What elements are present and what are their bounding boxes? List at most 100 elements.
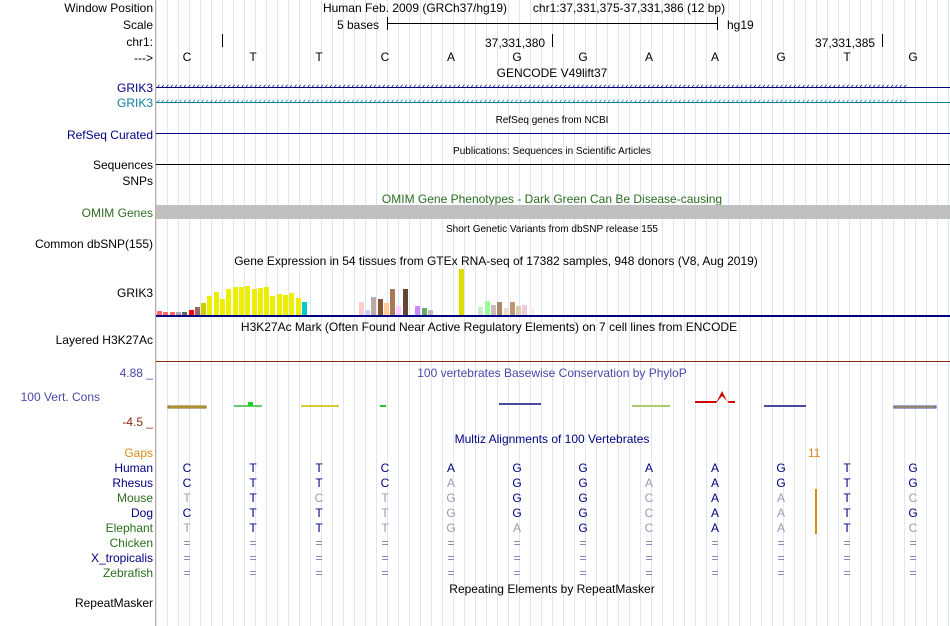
gtex-grik3-label[interactable]: GRIK3 (116, 286, 153, 300)
sequences-label[interactable]: Sequences (92, 158, 153, 172)
gtex-tissue-bar[interactable] (377, 299, 383, 315)
gtex-tissue-bar[interactable] (503, 308, 509, 315)
gtex-tissue-bar[interactable] (226, 289, 232, 315)
species-rhesus-label[interactable]: Rhesus (112, 476, 153, 490)
gencode-grik3-label-2[interactable]: GRIK3 (116, 96, 153, 110)
gtex-tissue-bar[interactable] (264, 287, 270, 315)
chr-label[interactable]: chr1: (126, 35, 153, 49)
gtex-tissue-bar[interactable] (402, 289, 408, 315)
gtex-tissue-bar[interactable] (175, 312, 181, 315)
gtex-tissue-bar[interactable] (478, 307, 484, 315)
gencode-grik3-label-1[interactable]: GRIK3 (116, 81, 153, 95)
gtex-tissue-bar[interactable] (194, 307, 200, 315)
gtex-tissue-bar[interactable] (490, 305, 496, 315)
gtex-tissue-bar[interactable] (283, 295, 288, 315)
aligned-base: A (644, 461, 653, 475)
alignment-row-chicken[interactable]: = = = = = = = = = = = = (156, 536, 950, 550)
gtex-tissue-bar[interactable] (509, 302, 515, 315)
aligned-base: = (183, 551, 191, 565)
publications-feature-line[interactable] (156, 164, 950, 165)
gtex-tissue-bar[interactable] (207, 296, 213, 315)
grid-line (409, 0, 410, 626)
gtex-tissue-bar[interactable] (232, 287, 238, 315)
species-mouse-label[interactable]: Mouse (116, 491, 153, 505)
gtex-tissue-bar[interactable] (396, 306, 402, 315)
gtex-tissue-bar[interactable] (427, 310, 433, 315)
repeatmasker-label[interactable]: RepeatMasker (74, 596, 153, 610)
gtex-tissue-bar[interactable] (257, 288, 263, 315)
label-divider (155, 0, 156, 626)
gtex-tissue-bar[interactable] (245, 286, 251, 315)
gaps-label[interactable]: Gaps (124, 446, 153, 460)
omim-genes-label[interactable]: OMIM Genes (81, 206, 153, 220)
phylop-wiggle[interactable] (156, 390, 950, 420)
gtex-tissue-bar[interactable] (301, 302, 307, 315)
omim-feature-bar[interactable] (156, 205, 950, 219)
gtex-tissue-bar[interactable] (251, 289, 257, 315)
strand-arrow-label[interactable]: ---> (134, 51, 153, 65)
gtex-tissue-bar[interactable] (201, 303, 207, 315)
species-human-label[interactable]: Human (114, 461, 153, 475)
gtex-tissue-bar[interactable] (213, 292, 219, 315)
alignment-row-zebrafish[interactable]: = = = = = = = = = = = = (156, 566, 950, 580)
species-elephant-label[interactable]: Elephant (105, 521, 153, 535)
aligned-base: G (908, 461, 918, 475)
gtex-tissue-bar[interactable] (163, 312, 169, 315)
gtex-tissue-bar[interactable] (421, 308, 427, 315)
species-dog-label[interactable]: Dog (130, 506, 153, 520)
gtex-tissue-bar[interactable] (497, 302, 503, 315)
gtex-tissue-bar[interactable] (528, 307, 534, 315)
aligned-base: G (578, 506, 588, 520)
species-zebrafish-label[interactable]: Zebrafish (102, 566, 153, 580)
layered-h3k27ac-label[interactable]: Layered H3K27Ac (55, 333, 153, 347)
aligned-base: T (843, 50, 851, 64)
gtex-tissue-bar[interactable] (364, 310, 370, 315)
gtex-tissue-bar[interactable] (270, 296, 276, 315)
gap-marker[interactable] (815, 489, 817, 534)
gtex-tissue-bar[interactable] (383, 303, 389, 315)
gtex-tissue-bar[interactable] (169, 312, 175, 315)
gtex-tissue-bar[interactable] (522, 305, 528, 315)
gtex-tissue-bar[interactable] (157, 311, 162, 315)
gtex-tissue-bar[interactable] (295, 298, 301, 315)
aligned-base: G (578, 521, 588, 535)
snps-label[interactable]: SNPs (122, 174, 153, 188)
grid-line (321, 0, 322, 626)
common-dbsnp-label[interactable]: Common dbSNP(155) (34, 237, 153, 251)
gtex-tissue-bar[interactable] (182, 312, 188, 315)
h3k27ac-signal-line[interactable] (156, 361, 950, 362)
species-chicken-label[interactable]: Chicken (109, 536, 153, 550)
h3k27ac-track-title: H3K27Ac Mark (Often Found Near Active Re… (240, 320, 738, 334)
aligned-base: C (380, 476, 390, 490)
gtex-tissue-bar[interactable] (371, 297, 377, 315)
grid-line (827, 0, 828, 626)
refseq-curated-label[interactable]: RefSeq Curated (66, 128, 153, 142)
scale-label[interactable]: Scale (122, 18, 153, 32)
browser-image[interactable]: Human Feb. 2009 (GRCh37/hg19) chr1:37,33… (156, 0, 950, 626)
gtex-tissue-bar[interactable] (390, 289, 396, 315)
alignment-row-x-tropicalis[interactable]: = = = = = = = = = = = = (156, 551, 950, 565)
gtex-tissue-bar[interactable] (238, 287, 244, 315)
refseq-feature-line[interactable] (156, 133, 950, 134)
gtex-tissue-bar[interactable] (459, 269, 465, 315)
gtex-tissue-bar[interactable] (516, 306, 522, 315)
gtex-tissue-bar[interactable] (415, 306, 421, 315)
gtex-bar-chart[interactable] (156, 267, 950, 315)
aligned-base: = (645, 536, 653, 550)
species-x-tropicalis-label[interactable]: X_tropicalis (90, 551, 153, 565)
gtex-tissue-bar[interactable] (289, 293, 295, 315)
grid-line (420, 0, 421, 626)
vert-cons-label[interactable]: 100 Vert. Cons (20, 390, 100, 404)
window-position-label[interactable]: Window Position (64, 1, 153, 15)
gtex-tissue-bar[interactable] (484, 301, 490, 315)
aligned-base: = (315, 551, 323, 565)
gtex-tissue-bar[interactable] (276, 294, 282, 315)
gtex-tissue-bar[interactable] (220, 299, 225, 315)
gtex-tissue-bar[interactable] (188, 310, 194, 315)
gtex-tissue-bar[interactable] (358, 302, 364, 315)
